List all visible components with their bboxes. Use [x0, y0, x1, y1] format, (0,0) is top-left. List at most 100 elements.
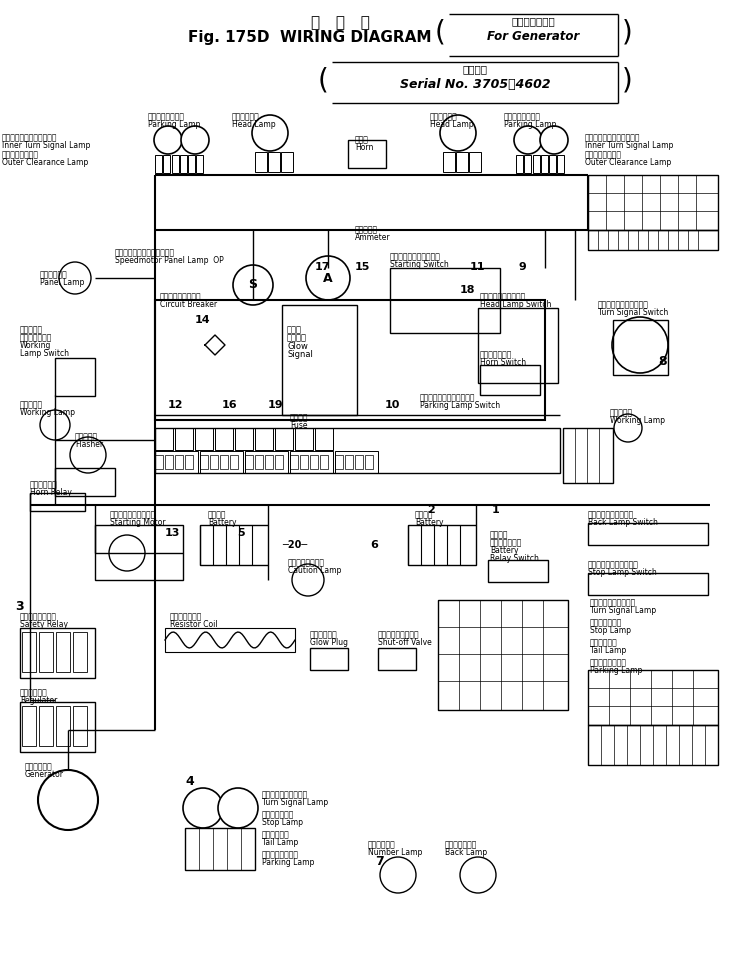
Text: テールランプ: テールランプ	[590, 638, 618, 647]
Bar	[533, 155, 540, 173]
Text: ストップランプ: ストップランプ	[262, 810, 295, 819]
Text: レジスタコイル: レジスタコイル	[170, 612, 202, 621]
Circle shape	[59, 262, 91, 294]
Text: Turn Signal Lamp: Turn Signal Lamp	[590, 606, 656, 615]
Bar	[268, 152, 280, 172]
Bar	[282, 305, 357, 415]
Bar	[365, 455, 373, 469]
Text: 内側ターンシグナルランプ: 内側ターンシグナルランプ	[585, 133, 641, 142]
Text: Horn Switch: Horn Switch	[480, 358, 526, 367]
Bar	[20, 702, 95, 752]
Text: (: (	[317, 66, 328, 94]
Text: ): )	[622, 66, 633, 94]
Bar	[196, 155, 203, 173]
Bar	[335, 455, 343, 469]
Text: Outer Clearance Lamp: Outer Clearance Lamp	[2, 158, 88, 167]
Bar	[39, 706, 53, 746]
Text: 15: 15	[355, 262, 370, 272]
Text: Working Lamp: Working Lamp	[20, 408, 75, 417]
Text: 適用号機: 適用号機	[463, 64, 487, 74]
Bar	[155, 455, 163, 469]
Text: Turn Signal Lamp: Turn Signal Lamp	[262, 798, 328, 807]
Text: Stop Lamp Switch: Stop Lamp Switch	[588, 568, 657, 577]
Text: Panel Lamp: Panel Lamp	[40, 278, 84, 287]
Text: 作　業　灯: 作 業 灯	[20, 400, 43, 409]
Text: Stop Lamp: Stop Lamp	[262, 818, 303, 827]
Bar	[188, 155, 195, 173]
Text: ヒューズ: ヒューズ	[290, 413, 309, 422]
Text: Flasher: Flasher	[75, 440, 103, 449]
Text: Back Lamp: Back Lamp	[445, 848, 487, 857]
Bar	[281, 152, 293, 172]
Bar	[408, 525, 476, 565]
Bar	[55, 358, 95, 396]
Text: Fig. 175D  WIRING DIAGRAM: Fig. 175D WIRING DIAGRAM	[188, 30, 432, 45]
Text: Speedmotor Panel Lamp  OP: Speedmotor Panel Lamp OP	[115, 256, 224, 265]
Text: 12: 12	[168, 400, 183, 410]
Bar	[378, 648, 416, 670]
Bar	[22, 706, 36, 746]
Text: ─20─: ─20─	[282, 540, 307, 550]
Bar	[549, 155, 556, 173]
Text: 9: 9	[515, 262, 527, 272]
Text: リレースイッチ: リレースイッチ	[490, 538, 523, 547]
Bar	[456, 152, 468, 172]
Text: Head Lamp: Head Lamp	[232, 120, 276, 129]
Bar	[348, 140, 386, 168]
Bar	[200, 455, 208, 469]
Bar	[275, 455, 283, 469]
Bar	[478, 308, 558, 383]
Text: スターティングモータ: スターティングモータ	[110, 510, 156, 519]
Bar	[524, 155, 531, 173]
Bar	[290, 455, 298, 469]
Bar	[195, 428, 213, 450]
Text: Starting Switch: Starting Switch	[390, 260, 449, 269]
Bar	[155, 155, 162, 173]
Text: Signal: Signal	[287, 350, 313, 359]
Bar	[200, 525, 268, 565]
Text: バッテリ: バッテリ	[415, 510, 433, 519]
Text: パーキングランプ: パーキングランプ	[262, 850, 299, 859]
Text: (: (	[434, 19, 445, 47]
Text: 外側　車　幅　灯: 外側 車 幅 灯	[585, 150, 622, 159]
Text: 内側ターンシグナルランプ: 内側ターンシグナルランプ	[2, 133, 57, 142]
Text: 2: 2	[427, 505, 435, 515]
Bar	[56, 632, 70, 672]
Text: Battery: Battery	[208, 518, 237, 527]
Text: ): )	[622, 19, 633, 47]
Text: 11: 11	[470, 262, 485, 272]
Text: スピードメータパネルランプ: スピードメータパネルランプ	[115, 248, 175, 257]
Circle shape	[614, 414, 642, 442]
Bar	[335, 451, 378, 473]
Text: Inner Turn Signal Lamp: Inner Turn Signal Lamp	[2, 141, 90, 150]
Text: For Generator: For Generator	[487, 30, 579, 43]
Bar	[265, 455, 273, 469]
Text: パーキングランプ: パーキングランプ	[590, 658, 627, 667]
Text: バッテリ: バッテリ	[490, 530, 509, 539]
Text: Outer Clearance Lamp: Outer Clearance Lamp	[585, 158, 671, 167]
Bar	[300, 455, 308, 469]
Text: グロープラグ: グロープラグ	[310, 630, 338, 639]
Bar	[200, 451, 243, 473]
Text: 作　業　灯: 作 業 灯	[610, 408, 633, 417]
Text: バックランプスイッチ: バックランプスイッチ	[588, 510, 634, 519]
Text: Back Lamp Switch: Back Lamp Switch	[588, 518, 658, 527]
Text: Safety Relay: Safety Relay	[20, 620, 68, 629]
Text: ストップランプスイッチ: ストップランプスイッチ	[588, 560, 639, 569]
Bar	[180, 155, 187, 173]
Bar	[73, 706, 87, 746]
Bar	[438, 600, 568, 710]
Text: パネルランプ: パネルランプ	[40, 270, 67, 279]
Text: ターンシグナルランプ: ターンシグナルランプ	[262, 790, 309, 799]
Text: Tail Lamp: Tail Lamp	[262, 838, 298, 847]
Bar	[613, 320, 668, 375]
Text: 8: 8	[658, 355, 666, 368]
Bar	[210, 455, 218, 469]
Text: Working Lamp: Working Lamp	[610, 416, 665, 425]
Bar	[443, 152, 455, 172]
Bar	[185, 455, 193, 469]
Text: Parking Lamp: Parking Lamp	[590, 666, 642, 675]
Text: 14: 14	[195, 315, 210, 325]
Bar	[588, 573, 708, 595]
Text: Starting Motor: Starting Motor	[110, 518, 166, 527]
